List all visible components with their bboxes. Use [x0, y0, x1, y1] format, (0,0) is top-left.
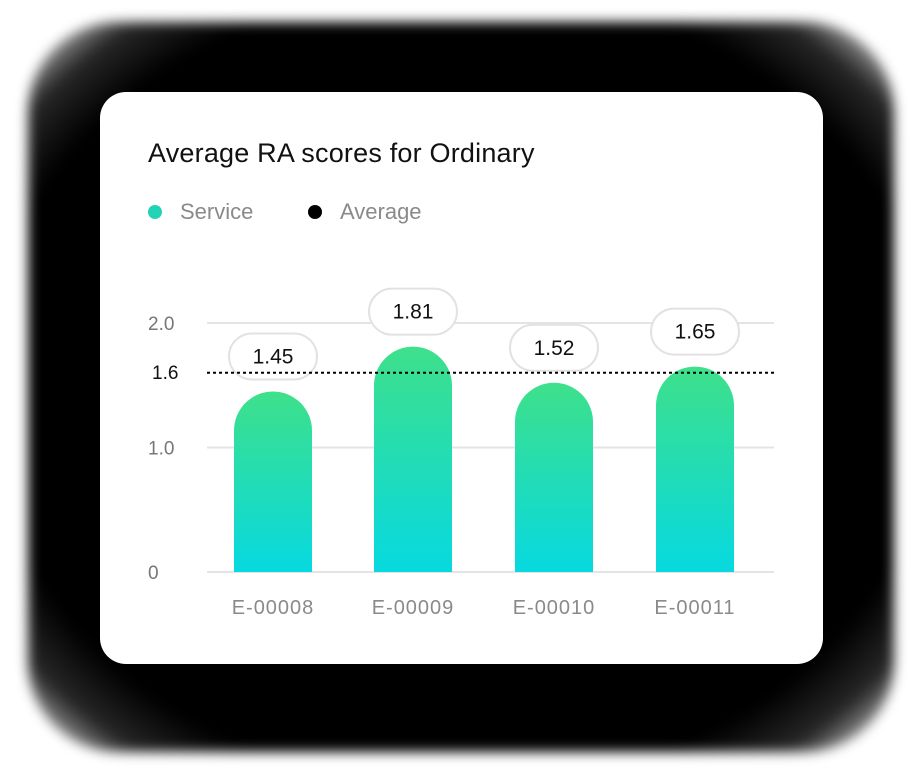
- value-label-pill: [650, 307, 740, 356]
- x-category-label: E-00010: [513, 597, 596, 619]
- bar-e-00011: [656, 366, 734, 572]
- x-category-label: E-00008: [232, 597, 315, 619]
- bar-e-00008: [234, 391, 312, 572]
- x-category-label: E-00011: [654, 597, 735, 619]
- average-line-label: 1.6: [152, 363, 178, 384]
- bar-e-00010: [515, 382, 593, 572]
- value-label: 1.65: [675, 321, 716, 344]
- value-label-pill: [368, 287, 458, 336]
- chart-title: Average RA scores for Ordinary: [148, 138, 535, 168]
- bar-e-00009: [374, 346, 452, 572]
- legend-label-average: Average: [340, 199, 422, 224]
- value-label: 1.52: [534, 337, 575, 360]
- y-tick-label: 0: [148, 563, 159, 584]
- value-label-pill: [228, 332, 318, 381]
- value-label-pill: [509, 323, 599, 372]
- legend-dot-service-icon: [148, 205, 162, 219]
- y-tick-label: 2.0: [148, 314, 174, 335]
- value-label: 1.81: [393, 301, 434, 324]
- bar-chart-plot: 0 1.0 2.0 1.45 E-00008 1.81 E-00009 1.52 E-00010…: [148, 287, 774, 619]
- x-category-label: E-00009: [372, 597, 455, 619]
- legend-dot-average-icon: [308, 205, 322, 219]
- chart-card: Average RA scores for Ordinary Service A…: [100, 92, 823, 664]
- legend-label-service: Service: [180, 199, 254, 224]
- y-tick-label: 1.0: [148, 439, 174, 460]
- value-label: 1.45: [253, 345, 294, 368]
